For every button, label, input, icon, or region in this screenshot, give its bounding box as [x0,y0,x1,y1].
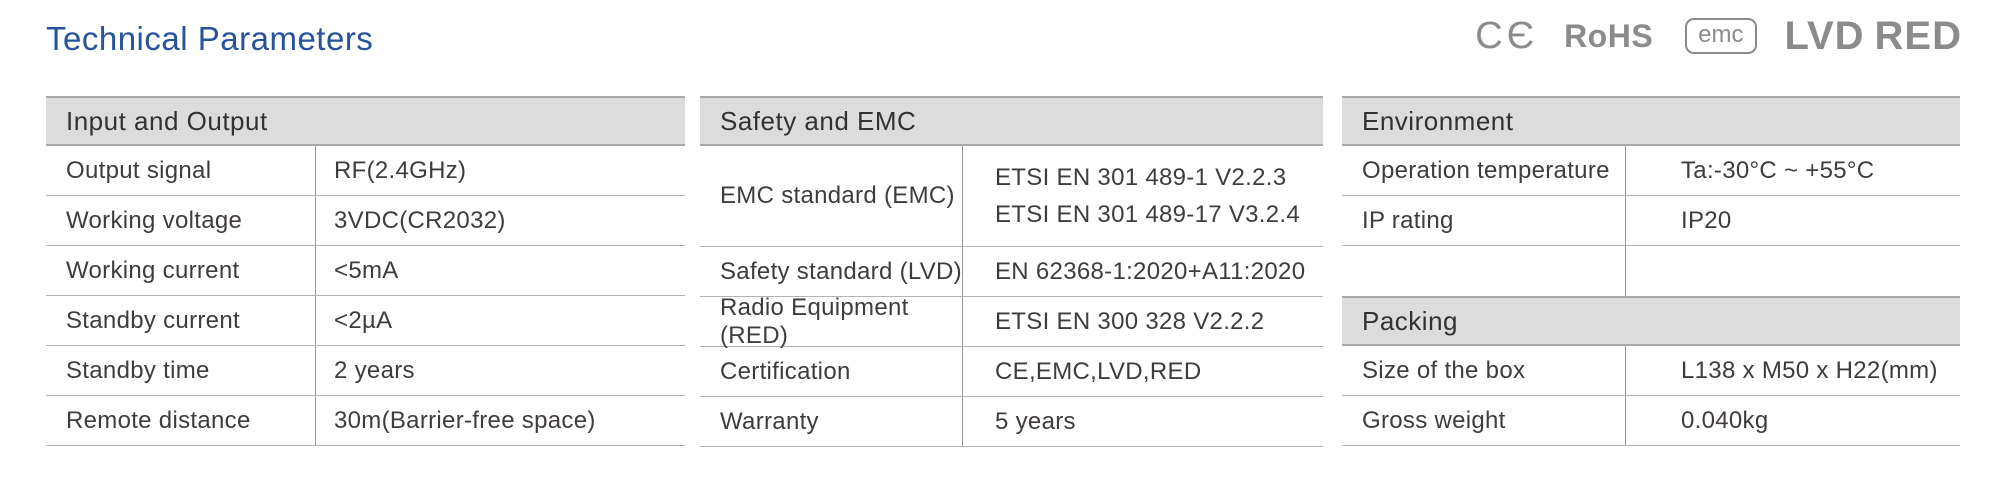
row-value: ETSI EN 300 328 V2.2.2 [962,297,1323,346]
table-row: Working current <5mA [46,246,685,296]
row-label: Remote distance [66,406,251,434]
row-label: Size of the box [1362,356,1526,384]
row-value-line: ETSI EN 301 489-1 V2.2.3 [995,164,1287,191]
row-label: IP rating [1362,206,1454,234]
row-label: Working voltage [66,206,243,234]
table-header-input-output: Input and Output [46,96,685,146]
table-environment-packing: Environment Operation temperature Ta:-30… [1342,96,1960,447]
table-input-output: Input and Output Output signal RF(2.4GHz… [46,96,685,447]
row-label: Output signal [66,156,212,184]
table-row: Certification CE,EMC,LVD,RED [700,347,1323,397]
row-label: Warranty [720,407,819,435]
row-value: IP20 [1625,196,1960,245]
red-badge: RED [1874,13,1962,58]
table-safety-emc: Safety and EMC EMC standard (EMC) ETSI E… [700,96,1323,447]
table-row: Remote distance 30m(Barrier-free space) [46,396,685,446]
row-label: Certification [720,357,851,385]
row-value-line: ETSI EN 301 489-17 V3.2.4 [995,201,1301,228]
row-label: Radio Equipment (RED) [720,293,909,349]
row-label [1342,246,1625,296]
lvd-badge: LVD [1784,13,1865,58]
ce-mark-icon: CЄ [1475,14,1539,57]
row-value: 30m(Barrier-free space) [315,396,685,445]
table-row: Operation temperature Ta:-30°C ~ +55°C [1342,146,1960,196]
row-value: <2µA [315,296,685,345]
certification-logos: CЄ RoHS emc LVD RED [1475,10,1962,62]
table-header-packing: Packing [1342,296,1960,346]
table-row: Warranty 5 years [700,397,1323,447]
table-row: Output signal RF(2.4GHz) [46,146,685,196]
row-label: Working current [66,256,240,284]
row-label: Standby time [66,356,210,384]
table-header-environment: Environment [1342,96,1960,146]
table-row: Working voltage 3VDC(CR2032) [46,196,685,246]
row-value: 2 years [315,346,685,395]
page-title: Technical Parameters [46,20,374,57]
table-row-empty [1342,246,1960,296]
tables-band: Input and Output Output signal RF(2.4GHz… [46,96,1960,447]
table-row: Safety standard (LVD) EN 62368-1:2020+A1… [700,247,1323,297]
table-row: Standby time 2 years [46,346,685,396]
row-label: Standby current [66,306,240,334]
row-value: 0.040kg [1625,396,1960,445]
row-value: EN 62368-1:2020+A11:2020 [962,247,1323,296]
row-label: Operation temperature [1362,156,1610,184]
table-row: EMC standard (EMC) ETSI EN 301 489-1 V2.… [700,146,1323,247]
table-row: Size of the box L138 x M50 x H22(mm) [1342,346,1960,396]
row-label: EMC standard (EMC) [720,182,955,209]
table-row: Standby current <2µA [46,296,685,346]
row-label: Gross weight [1362,406,1506,434]
table-row: IP rating IP20 [1342,196,1960,246]
row-value: <5mA [315,246,685,295]
row-value [1625,246,1960,296]
table-row: Radio Equipment (RED) ETSI EN 300 328 V2… [700,293,1323,349]
row-value: L138 x M50 x H22(mm) [1625,346,1960,395]
rohs-badge: RoHS [1564,17,1654,54]
row-value: RF(2.4GHz) [315,146,685,195]
row-value: 3VDC(CR2032) [315,196,685,245]
row-value: ETSI EN 301 489-1 V2.2.3 ETSI EN 301 489… [962,146,1323,246]
row-label: Safety standard (LVD) [720,257,962,285]
table-header-safety-emc: Safety and EMC [700,96,1323,146]
row-value: Ta:-30°C ~ +55°C [1625,146,1960,195]
emc-badge: emc [1685,17,1757,55]
row-value: 5 years [962,397,1323,446]
table-row: Gross weight 0.040kg [1342,396,1960,446]
row-value: CE,EMC,LVD,RED [962,347,1323,396]
